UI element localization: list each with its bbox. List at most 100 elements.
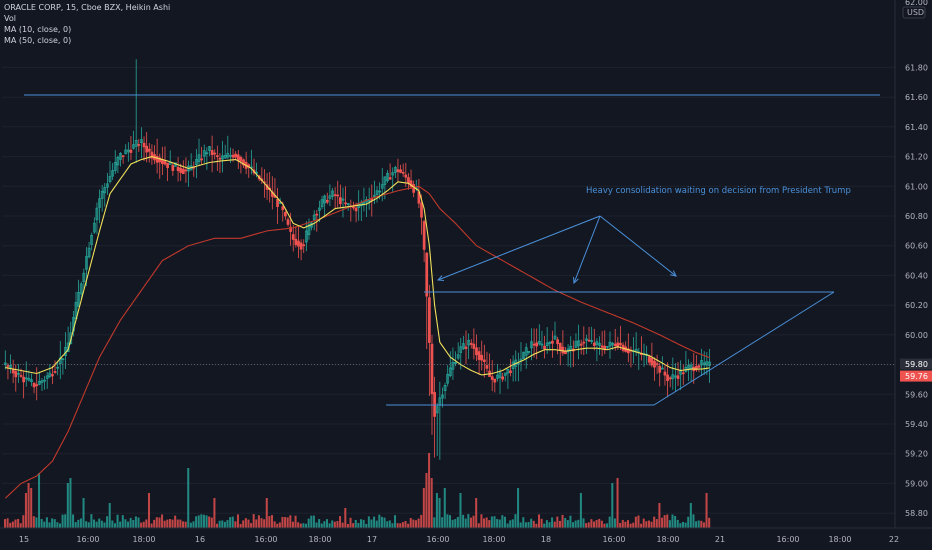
candle-body	[498, 372, 502, 378]
currency-label: USD	[907, 8, 924, 17]
candle-body	[181, 168, 185, 175]
volume-bar	[255, 519, 258, 528]
candle-body	[459, 346, 463, 353]
candle-body	[24, 377, 28, 380]
candle-body	[281, 206, 285, 211]
volume-bar	[616, 478, 619, 528]
legend-title[interactable]: ORACLE CORP, 15, Cboe BZX, Heikin Ashi	[4, 3, 171, 12]
volume-bar	[216, 523, 219, 528]
legend-ma10[interactable]: MA (10, close, 0)	[4, 25, 72, 34]
volume-bar	[577, 519, 580, 528]
volume-bar	[116, 514, 119, 528]
volume-bar	[582, 518, 585, 528]
volume-bar	[561, 514, 564, 528]
candle-body	[506, 368, 510, 374]
candle-body	[22, 376, 25, 383]
volume-bar	[684, 522, 687, 528]
candle-body	[43, 379, 46, 382]
volume-bar	[661, 517, 664, 528]
annotation-arrow	[573, 215, 601, 284]
candle-body	[85, 256, 88, 270]
candle-body	[545, 342, 549, 346]
candle-body	[200, 158, 203, 161]
volume-bar	[140, 522, 143, 528]
time-tick-label: 17	[367, 535, 377, 544]
volume-bar	[202, 514, 205, 528]
volume-bar	[490, 516, 493, 528]
annotation-arrow	[599, 215, 677, 277]
candle-body	[490, 376, 494, 380]
volume-bar	[208, 516, 211, 528]
legend-ma50[interactable]: MA (50, close, 0)	[4, 36, 72, 45]
volume-bar	[367, 516, 370, 528]
candle-body	[574, 341, 578, 348]
volume-bar	[362, 519, 365, 528]
volume-bar	[480, 514, 483, 528]
volume-bar	[77, 519, 80, 528]
volume-bar	[103, 522, 106, 528]
candle-body	[367, 199, 371, 202]
volume-bar	[226, 520, 229, 528]
volume-bar	[310, 515, 313, 528]
volume-bar	[373, 516, 376, 528]
volume-bar	[51, 518, 54, 528]
candle-body	[655, 363, 659, 366]
volume-bar	[4, 519, 7, 528]
volume-bar	[619, 522, 622, 528]
time-tick-label: 16:00	[426, 535, 449, 544]
candle-body	[708, 361, 711, 366]
volume-bar	[538, 514, 541, 528]
candle-body	[344, 202, 347, 205]
volume-bar	[307, 518, 310, 528]
volume-bar	[184, 521, 187, 528]
volume-bar	[163, 520, 166, 528]
volume-bar	[551, 517, 554, 528]
candle-body	[90, 234, 94, 245]
time-axis: 15 16:00 18:00 16 16:00 18:00 17 16:00 18:00 18 16…	[19, 535, 899, 544]
candle-body	[579, 343, 583, 346]
price-tick-label: 61.80	[905, 63, 928, 72]
volume-bar	[493, 516, 496, 528]
volume-bar	[592, 521, 595, 528]
candle-body	[399, 169, 402, 173]
volume-bar	[462, 514, 465, 528]
candle-body	[503, 372, 507, 376]
volume-bar	[48, 522, 51, 528]
volume-bar	[674, 515, 677, 528]
candle-body	[695, 366, 698, 371]
volume-bar	[627, 520, 630, 528]
candle-body	[509, 370, 512, 374]
volume-bar	[697, 520, 700, 528]
volume-bar	[276, 523, 279, 528]
candle-body	[422, 221, 426, 250]
candle-body	[425, 252, 429, 297]
candle-body	[619, 342, 622, 346]
volume-bar	[40, 519, 43, 528]
volume-bar	[606, 523, 609, 528]
volume-bar	[564, 518, 567, 528]
volume-bar	[514, 514, 517, 528]
candle-body	[333, 194, 337, 196]
currency-badge	[902, 6, 926, 19]
candle-body	[315, 213, 319, 216]
volume-bar	[265, 498, 268, 528]
time-tick-label: 18	[541, 535, 551, 544]
price-tick-label: 59.60	[905, 390, 928, 399]
candle-body	[121, 155, 125, 157]
price-tag-ma-text: 59.76	[905, 372, 928, 381]
volume-bar	[540, 518, 543, 528]
volume-bar	[260, 518, 263, 528]
candle-body	[404, 174, 408, 178]
candle-body	[35, 384, 39, 387]
volume-bar	[312, 515, 315, 528]
candle-body	[590, 340, 594, 342]
candle-body	[116, 156, 120, 166]
price-tick-label: 60.60	[905, 242, 928, 251]
candle-body	[221, 155, 224, 160]
volume-bar	[9, 522, 12, 528]
volume-bar	[446, 514, 449, 528]
candle-body	[92, 222, 96, 233]
legend-volume[interactable]: Vol	[4, 14, 16, 23]
price-tick-label: 60.20	[905, 301, 928, 310]
